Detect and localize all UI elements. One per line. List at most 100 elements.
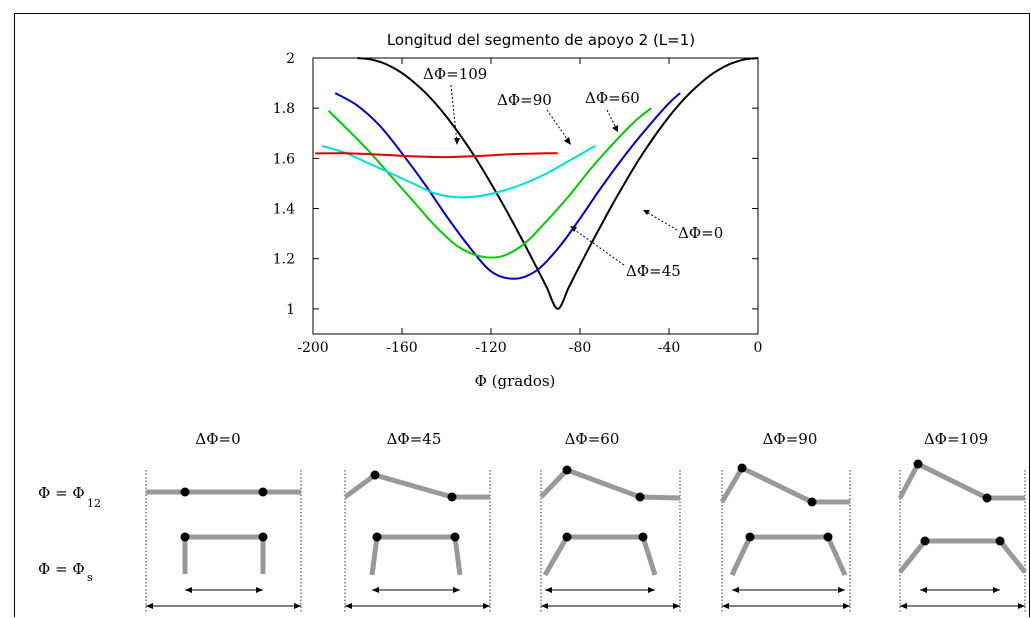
- panel-title-dphi-90: ΔΦ=90: [763, 430, 818, 448]
- row-label-phis: Φ = Φ s: [38, 560, 93, 584]
- annotation-arrowhead-90: [564, 137, 571, 145]
- joint-dot: [823, 532, 833, 542]
- joint-dot: [562, 465, 572, 475]
- row-label-phis-main: Φ = Φ: [38, 560, 85, 578]
- annotation-pointer-109: [450, 84, 458, 144]
- arrowhead: [673, 603, 680, 609]
- arrowhead: [545, 587, 552, 593]
- linkage-phis: [542, 534, 658, 577]
- series-line-dphi-60: [327, 107, 652, 259]
- plot-frame: [312, 57, 759, 335]
- arrowhead: [838, 587, 845, 593]
- annotation-dphi-45: ΔΦ=45: [626, 262, 681, 280]
- x-axis-label-text: Φ (grados): [475, 372, 556, 390]
- series-line-dphi-0: [357, 57, 759, 310]
- panel-title-dphi-0: ΔΦ=0: [195, 430, 240, 448]
- joint-dot: [638, 532, 648, 542]
- arrowhead: [1018, 603, 1025, 609]
- annotations: ΔΦ=109 ΔΦ=90 ΔΦ=60 ΔΦ=0 ΔΦ=45: [423, 65, 723, 280]
- joint-dot: [450, 532, 460, 542]
- y-tick-label: 1.2: [273, 252, 295, 268]
- linkage-phis: [182, 534, 266, 574]
- arrowhead: [722, 603, 729, 609]
- x-tick-label: -120: [475, 340, 506, 356]
- annotation-dphi-90: ΔΦ=90: [497, 91, 552, 109]
- row-label-phi12-main: Φ = Φ: [38, 484, 85, 502]
- x-tick-label: -200: [297, 340, 328, 356]
- annotation-arrowhead-60: [612, 125, 618, 132]
- arrowhead: [541, 603, 548, 609]
- joint-dot: [982, 493, 992, 503]
- annotation-pointer-45: [571, 227, 625, 266]
- panel-title-dphi-109: ΔΦ=109: [924, 430, 988, 448]
- panel-title-dphi-45: ΔΦ=45: [387, 430, 442, 448]
- joint-dot: [372, 532, 382, 542]
- joint-dot: [807, 497, 817, 507]
- joint-dot: [745, 532, 755, 542]
- annotation-dphi-109: ΔΦ=109: [423, 65, 487, 83]
- mechanism-panel-dphi-109: [897, 459, 1027, 612]
- joint-dot: [737, 463, 747, 473]
- x-tick-label: -80: [569, 340, 592, 356]
- mechanism-panel-dphi-0: [145, 470, 302, 612]
- joint-dot: [995, 536, 1005, 546]
- joint-dot: [635, 492, 645, 502]
- annotation-arrowhead-109: [454, 138, 460, 145]
- joint-dot: [913, 459, 923, 469]
- arrowhead: [843, 603, 850, 609]
- joint-dot: [447, 492, 457, 502]
- annotation-pointer-90: [546, 109, 571, 144]
- mechanism-panel-dphi-60: [539, 465, 681, 612]
- x-axis-label: Φ (grados): [475, 372, 556, 390]
- annotation-pointer-0: [644, 210, 678, 231]
- x-tick-label: -40: [658, 340, 681, 356]
- arrowhead: [146, 603, 153, 609]
- joint-dot: [258, 487, 268, 497]
- arrowhead: [993, 587, 1000, 593]
- x-tick-label: 0: [754, 340, 763, 356]
- series-line-dphi-45: [334, 92, 681, 280]
- mechanism-panel-dphi-45: [343, 470, 491, 612]
- arrowhead: [256, 587, 263, 593]
- y-tick-label: 1.8: [273, 101, 295, 117]
- linkage-phis: [729, 534, 848, 577]
- row-label-phis-sub: s: [87, 571, 93, 584]
- joint-dot: [258, 532, 268, 542]
- y-tick-label: 1: [286, 302, 295, 318]
- joint-dot: [370, 470, 380, 480]
- annotation-dphi-60: ΔΦ=60: [585, 89, 640, 107]
- linkage-phi12: [343, 472, 490, 500]
- annotation-arrowhead-0: [643, 210, 650, 215]
- arrowhead: [345, 603, 352, 609]
- plot-area: -200 -160 -120 -80 -40 0 1 1.2 1.4 1.6 1.8 2: [273, 51, 763, 356]
- y-tick-label: 1.4: [273, 202, 295, 218]
- arrowhead: [185, 587, 192, 593]
- joint-dot: [180, 487, 190, 497]
- series-line-dphi-109: [315, 152, 558, 159]
- arrowhead: [483, 603, 490, 609]
- arrowhead: [294, 603, 301, 609]
- linkage-phi12: [719, 465, 850, 505]
- annotation-dphi-0: ΔΦ=0: [678, 224, 723, 242]
- mechanism-diagrams: [145, 459, 1027, 612]
- arrowhead: [453, 587, 460, 593]
- chart-title: Longitud del segmento de apoyo 2 (L=1): [387, 31, 695, 49]
- row-label-phi12: Φ = Φ 12: [38, 484, 101, 510]
- arrowhead: [900, 603, 907, 609]
- arrowhead: [732, 587, 739, 593]
- linkage-phis: [898, 538, 1027, 574]
- annotation-arrowhead-45: [570, 226, 577, 232]
- y-tick-label: 2: [286, 51, 295, 67]
- joint-dot: [180, 532, 190, 542]
- linkage-phis: [369, 534, 463, 576]
- row-label-phi12-sub: 12: [87, 497, 101, 510]
- joint-dot: [562, 532, 572, 542]
- mechanism-panel-dphi-90: [719, 463, 851, 612]
- linkage-phi12: [897, 461, 1025, 501]
- joint-dot: [920, 536, 930, 546]
- series-line-dphi-90: [321, 144, 597, 199]
- figure-frame: [14, 13, 1030, 617]
- arrowhead: [372, 587, 379, 593]
- arrowhead: [648, 587, 655, 593]
